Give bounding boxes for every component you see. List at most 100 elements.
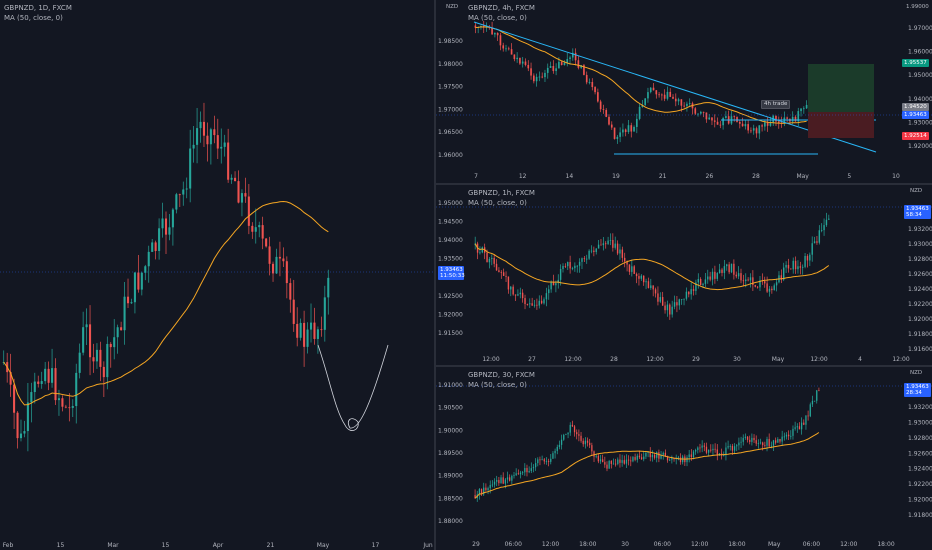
h1-candle <box>607 240 609 244</box>
h4-candle <box>752 128 755 131</box>
daily-candle <box>268 246 271 264</box>
daily-candles-svg[interactable]: Feb 15 Mar 15 Apr 21 May 17 Jun <box>0 0 434 550</box>
h4-ma-label[interactable]: MA (50, close, 0) <box>468 14 527 22</box>
m30-candle <box>576 432 578 435</box>
m30-candle <box>716 449 718 456</box>
m30-candle <box>547 461 550 462</box>
h1-candle <box>500 271 503 273</box>
m30-candle <box>664 452 667 457</box>
h4-price-tag: 1.93463 <box>902 111 929 119</box>
daily-ma-line <box>3 200 329 406</box>
pane-separator-vertical[interactable] <box>434 0 436 550</box>
m30-price-value: 1.93463 <box>906 384 929 390</box>
daily-ma-label[interactable]: MA (50, close, 0) <box>4 14 63 22</box>
h4-candle <box>516 57 518 60</box>
h1-candle <box>790 268 792 270</box>
h1-candle <box>773 285 775 291</box>
h1-candle <box>597 244 600 249</box>
m30-candle <box>699 447 701 449</box>
h1-candle <box>562 265 564 270</box>
m30-candle <box>589 442 591 446</box>
m30-candle <box>805 415 807 425</box>
pane-separator-h1[interactable] <box>436 183 932 185</box>
m30-candle <box>591 445 593 452</box>
daily-candle <box>78 352 81 373</box>
m30-candle <box>483 487 485 495</box>
daily-candle <box>182 189 185 195</box>
h1-right-y-tick: 1.93200 <box>908 226 932 233</box>
daily-candle <box>75 372 78 407</box>
h4-candle <box>513 54 516 60</box>
daily-candle <box>64 406 67 408</box>
h4-legend: GBPNZD, 4h, FXCM MA (50, close, 0) <box>468 3 535 23</box>
h4-candle <box>616 136 619 139</box>
m30-candle <box>692 451 695 458</box>
m30-candle <box>751 437 753 442</box>
daily-candle <box>116 327 119 338</box>
h4-candle <box>747 124 749 131</box>
h4-candle <box>566 58 569 63</box>
h1-candle <box>811 243 813 255</box>
m30-candle <box>777 439 779 443</box>
daily-candle <box>23 431 26 434</box>
m30-candle <box>509 477 511 481</box>
h1-candle <box>688 291 690 295</box>
m30-candle <box>500 477 502 484</box>
h1-symbol-label[interactable]: GBPNZD, 1h, FXCM <box>468 189 535 197</box>
h4-trade-annotation[interactable]: 4h trade <box>761 100 791 109</box>
h1-ma-label[interactable]: MA (50, close, 0) <box>468 199 527 207</box>
m30-symbol-label[interactable]: GBPNZD, 30, FXCM <box>468 371 535 379</box>
m30-candle <box>703 445 705 447</box>
h4-candle <box>613 127 616 139</box>
h4-candle <box>627 125 630 133</box>
h1-right-y-tick: 1.92400 <box>908 286 932 293</box>
daily-candle <box>271 263 275 274</box>
m30-candle <box>643 456 645 460</box>
h4-candle <box>674 98 677 102</box>
m30-ma-label[interactable]: MA (50, close, 0) <box>468 381 527 389</box>
h1-candle <box>692 289 695 291</box>
m30-price-countdown: 28:34 <box>906 390 922 396</box>
daily-candle <box>126 296 130 304</box>
h4-candle <box>630 125 633 132</box>
h1-candles-svg[interactable]: 1.95000 1.94500 1.94000 1.93500 1.93000 1.925… <box>436 185 932 365</box>
h1-candle <box>505 275 507 277</box>
daily-candle <box>234 177 237 182</box>
daily-candle <box>296 323 299 338</box>
h1-candle <box>747 279 749 281</box>
h4-candle <box>527 64 530 69</box>
h4-candle <box>599 101 602 110</box>
h1-x-tick: 30 <box>733 356 741 363</box>
h1-candle <box>621 249 624 258</box>
m30-candle <box>636 455 638 460</box>
h1-candle <box>723 266 726 273</box>
h1-y-tick: 1.95000 <box>438 200 463 207</box>
m30-candle <box>673 458 675 460</box>
h1-candle <box>740 273 742 281</box>
daily-candle <box>154 242 157 251</box>
daily-candle <box>299 322 302 338</box>
h4-candle <box>683 105 685 107</box>
daily-chart-pane[interactable]: GBPNZD, 1D, FXCM MA (50, close, 0) Feb 15… <box>0 0 434 550</box>
h4-chart-pane[interactable]: GBPNZD, 4h, FXCM MA (50, close, 0) NZD 1… <box>436 0 932 183</box>
m30-y-tick: 1.91000 <box>438 382 463 389</box>
pane-separator-h2[interactable] <box>436 365 932 367</box>
h4-candle <box>549 66 552 68</box>
m30-chart-pane[interactable]: GBPNZD, 30, FXCM MA (50, close, 0) NZD 1… <box>436 367 932 550</box>
m30-right-y-tick: 1.92200 <box>908 481 932 488</box>
h1-chart-pane[interactable]: GBPNZD, 1h, FXCM MA (50, close, 0) NZD 1… <box>436 185 932 365</box>
m30-candles-svg[interactable]: 1.91000 1.90500 1.90000 1.89500 1.89000 1.885… <box>436 367 932 550</box>
h4-x-tick: 19 <box>612 173 620 180</box>
h4-symbol-label[interactable]: GBPNZD, 4h, FXCM <box>468 4 535 12</box>
daily-candle <box>68 407 71 409</box>
h1-candle <box>820 230 823 231</box>
h4-candles-svg[interactable]: 1.98500 1.98000 1.97500 1.97000 1.96500 1.960… <box>436 0 932 183</box>
m30-candle <box>669 459 671 461</box>
h4-candle <box>546 67 549 73</box>
daily-symbol-label[interactable]: GBPNZD, 1D, FXCM <box>4 4 72 12</box>
h4-candle <box>638 106 641 119</box>
m30-candle <box>578 434 580 436</box>
h1-candle <box>533 304 536 306</box>
daily-candle <box>303 322 306 347</box>
daily-candle <box>244 193 247 197</box>
